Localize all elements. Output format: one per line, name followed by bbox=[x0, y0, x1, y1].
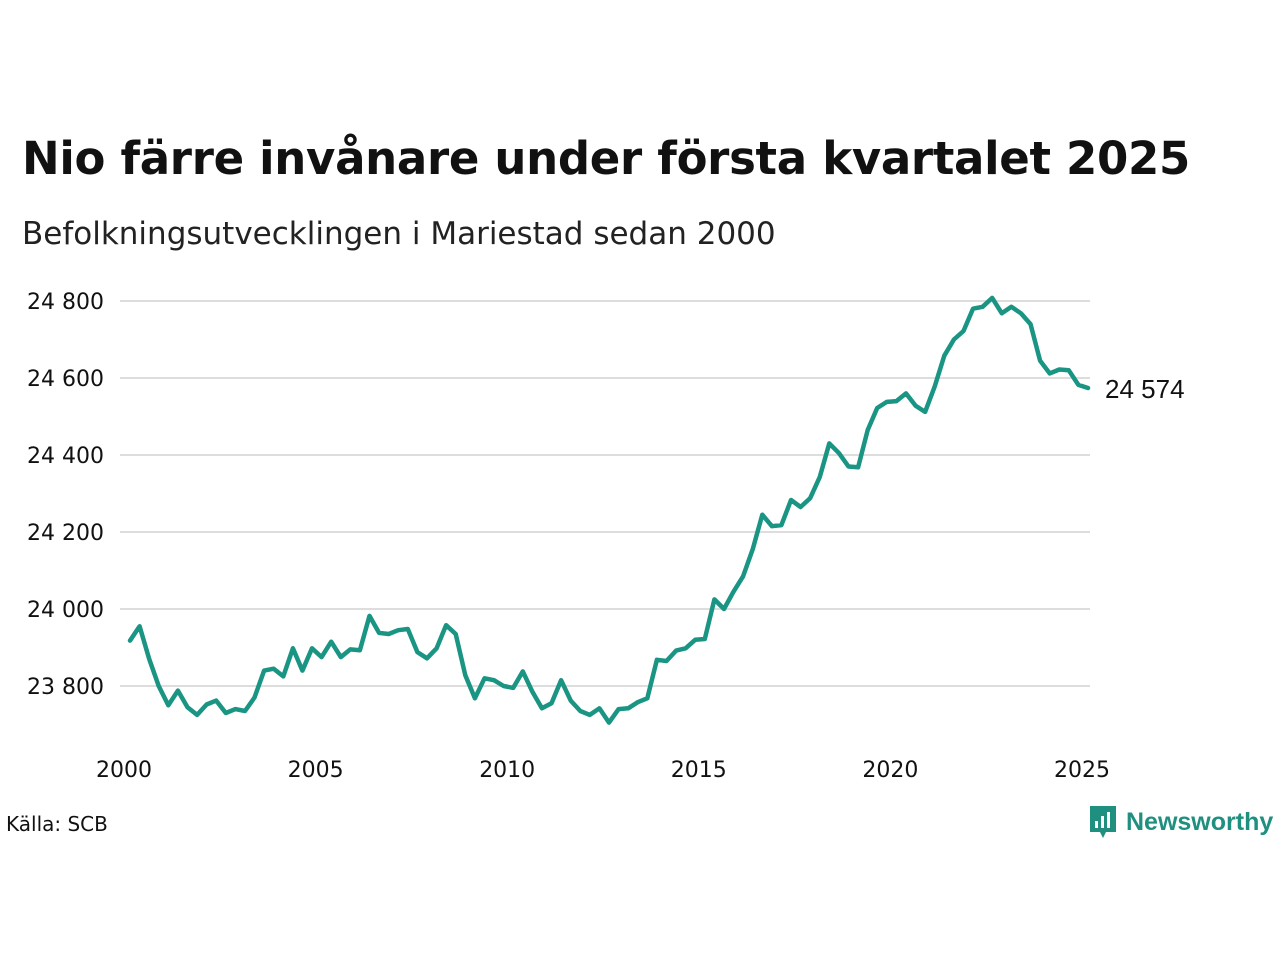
y-tick-label: 24 200 bbox=[27, 521, 104, 546]
x-tick-label: 2020 bbox=[862, 758, 918, 783]
x-tick-label: 2005 bbox=[288, 758, 344, 783]
source-note: Källa: SCB bbox=[6, 812, 108, 836]
series-line bbox=[127, 295, 1091, 725]
y-tick-label: 24 000 bbox=[27, 598, 104, 623]
x-tick-label: 2010 bbox=[479, 758, 535, 783]
y-tick-label: 24 800 bbox=[27, 290, 104, 315]
chart-subtitle: Befolkningsutvecklingen i Mariestad seda… bbox=[22, 216, 776, 252]
x-tick-label: 2000 bbox=[96, 758, 152, 783]
gridlines bbox=[120, 300, 1090, 687]
y-axis-ticks: 23 800 24 000 24 200 24 400 24 600 24 800 bbox=[27, 290, 104, 700]
newsworthy-icon bbox=[1090, 806, 1116, 838]
x-tick-label: 2025 bbox=[1054, 758, 1110, 783]
end-value-label: 24 574 bbox=[1105, 374, 1185, 404]
y-tick-label: 24 600 bbox=[27, 367, 104, 392]
brand-logo: Newsworthy bbox=[1088, 804, 1273, 840]
brand-name: Newsworthy bbox=[1126, 807, 1274, 836]
x-axis-ticks: 2000 2005 2010 2015 2020 2025 bbox=[96, 758, 1110, 783]
x-tick-label: 2015 bbox=[671, 758, 727, 783]
y-tick-label: 23 800 bbox=[27, 675, 104, 700]
y-tick-label: 24 400 bbox=[27, 444, 104, 469]
chart-title: Nio färre invånare under första kvartale… bbox=[22, 132, 1191, 185]
